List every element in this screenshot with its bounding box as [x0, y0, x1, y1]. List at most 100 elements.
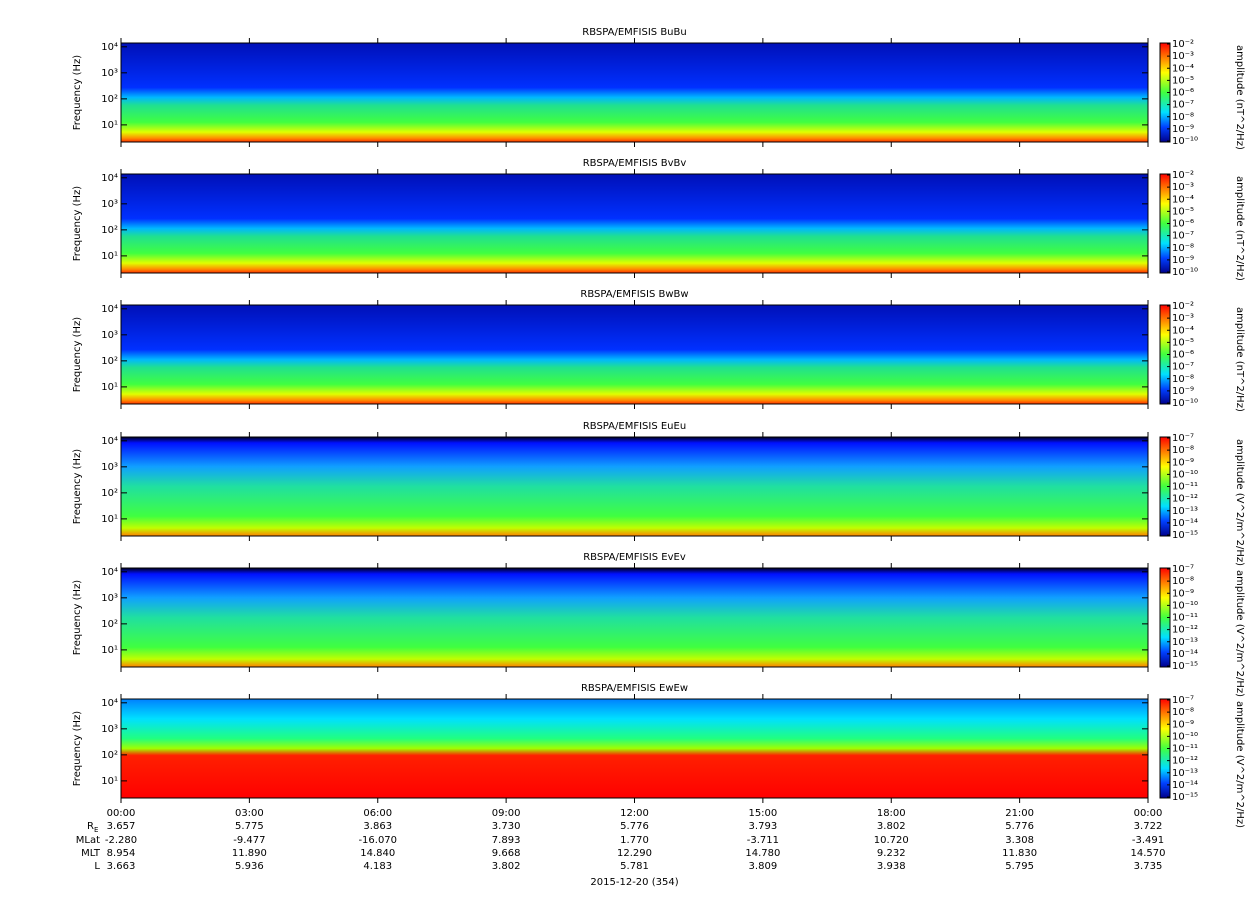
spectrogram-image — [121, 437, 1148, 536]
ephemeris-label: L — [94, 861, 100, 872]
colorbar-tick-label: 10⁻⁴ — [1172, 194, 1194, 205]
colorbar-tick-label: 10⁻¹³ — [1172, 506, 1198, 517]
panel-title: RBSPA/EMFISIS EuEu — [583, 421, 686, 432]
y-tick-label: 10⁴ — [101, 42, 118, 53]
y-tick-label: 10² — [101, 225, 118, 236]
colorbar-label: amplitude (nT^2/Hz) — [1234, 176, 1245, 281]
colorbar-tick-label: 10⁻⁹ — [1172, 386, 1194, 397]
y-tick-label: 10³ — [101, 724, 118, 735]
ephemeris-value: 1.770 — [620, 835, 649, 846]
x-tick-label: 00:00 — [1134, 808, 1163, 819]
colorbar-tick-label: 10⁻¹¹ — [1172, 613, 1198, 624]
colorbar-label: amplitude (nT^2/Hz) — [1234, 45, 1245, 150]
colorbar-tick-label: 10⁻¹⁰ — [1172, 731, 1198, 742]
colorbar-tick-label: 10⁻⁵ — [1172, 206, 1194, 217]
colorbar-label: amplitude (V^2/m^2/Hz) — [1234, 701, 1245, 828]
ephemeris-value: 3.863 — [363, 821, 392, 832]
ephemeris-value: -3.491 — [1132, 835, 1164, 846]
colorbar-tick-label: 10⁻⁷ — [1172, 231, 1194, 242]
ephemeris-value: -9.477 — [233, 835, 265, 846]
ephemeris-value: 3.657 — [107, 821, 136, 832]
y-axis-label: Frequency (Hz) — [72, 580, 83, 656]
y-tick-label: 10² — [101, 619, 118, 630]
y-axis-label: Frequency (Hz) — [72, 55, 83, 131]
colorbar-tick-label: 10⁻¹⁰ — [1172, 136, 1198, 147]
ephemeris-value: 14.570 — [1131, 848, 1166, 859]
ephemeris-value: 9.232 — [877, 848, 906, 859]
colorbar-tick-label: 10⁻⁴ — [1172, 325, 1194, 336]
x-tick-label: 00:00 — [107, 808, 136, 819]
y-tick-label: 10³ — [101, 330, 118, 341]
colorbar-tick-label: 10⁻¹⁴ — [1172, 649, 1198, 660]
colorbar-tick-label: 10⁻⁷ — [1172, 362, 1194, 373]
y-tick-label: 10¹ — [101, 120, 118, 131]
ephemeris-value: 5.795 — [1005, 861, 1034, 872]
y-axis-label: Frequency (Hz) — [72, 711, 83, 787]
y-axis-label: Frequency (Hz) — [72, 317, 83, 393]
colorbar-tick-label: 10⁻¹⁴ — [1172, 780, 1198, 791]
y-tick-label: 10² — [101, 750, 118, 761]
colorbar-tick-label: 10⁻³ — [1172, 313, 1194, 324]
ephemeris-label-sub: E — [94, 826, 98, 834]
colorbar-tick-label: 10⁻³ — [1172, 182, 1194, 193]
colorbar-tick-label: 10⁻¹² — [1172, 625, 1198, 636]
y-tick-label: 10¹ — [101, 382, 118, 393]
colorbar-tick-label: 10⁻⁸ — [1172, 112, 1194, 123]
spectrogram-image — [121, 568, 1148, 667]
colorbar — [1160, 568, 1170, 667]
colorbar-tick-label: 10⁻⁸ — [1172, 445, 1194, 456]
panel-title: RBSPA/EMFISIS BvBv — [583, 158, 687, 169]
ephemeris-value: 5.775 — [235, 821, 264, 832]
ephemeris-value: 5.776 — [620, 821, 649, 832]
y-tick-label: 10³ — [101, 199, 118, 210]
ephemeris-value: 11.890 — [232, 848, 267, 859]
colorbar-tick-label: 10⁻⁵ — [1172, 337, 1194, 348]
colorbar-tick-label: 10⁻⁹ — [1172, 588, 1194, 599]
colorbar-tick-label: 10⁻² — [1172, 39, 1194, 50]
y-axis-label: Frequency (Hz) — [72, 449, 83, 525]
colorbar-tick-label: 10⁻⁹ — [1172, 255, 1194, 266]
x-tick-label: 18:00 — [877, 808, 906, 819]
ephemeris-value: 11.830 — [1002, 848, 1037, 859]
colorbar-tick-label: 10⁻¹⁴ — [1172, 518, 1198, 529]
colorbar-tick-label: 10⁻¹² — [1172, 494, 1198, 505]
y-tick-label: 10³ — [101, 68, 118, 79]
colorbar-tick-label: 10⁻³ — [1172, 51, 1194, 62]
colorbar-tick-label: 10⁻² — [1172, 170, 1194, 181]
ephemeris-value: 10.720 — [874, 835, 909, 846]
colorbar-label: amplitude (V^2/m^2/Hz) — [1234, 439, 1245, 566]
ephemeris-value: 3.308 — [1005, 835, 1034, 846]
colorbar-tick-label: 10⁻¹⁵ — [1172, 792, 1198, 803]
ephemeris-value: 7.893 — [492, 835, 521, 846]
colorbar-tick-label: 10⁻⁹ — [1172, 124, 1194, 135]
y-tick-label: 10¹ — [101, 251, 118, 262]
colorbar — [1160, 43, 1170, 142]
colorbar-tick-label: 10⁻¹⁰ — [1172, 600, 1198, 611]
ephemeris-label: MLat — [76, 835, 100, 846]
ephemeris-value: 3.722 — [1134, 821, 1163, 832]
colorbar-tick-label: 10⁻⁸ — [1172, 707, 1194, 718]
colorbar-tick-label: 10⁻¹² — [1172, 756, 1198, 767]
ephemeris-value: 3.730 — [492, 821, 521, 832]
panel-title: RBSPA/EMFISIS EwEw — [581, 683, 688, 694]
y-tick-label: 10⁴ — [101, 698, 118, 709]
colorbar-tick-label: 10⁻⁹ — [1172, 457, 1194, 468]
colorbar-tick-label: 10⁻¹³ — [1172, 768, 1198, 779]
ephemeris-value: 3.802 — [492, 861, 521, 872]
colorbar-tick-label: 10⁻¹³ — [1172, 637, 1198, 648]
ephemeris-value: 12.290 — [617, 848, 652, 859]
ephemeris-value: 4.183 — [363, 861, 392, 872]
ephemeris-value: 3.938 — [877, 861, 906, 872]
y-tick-label: 10¹ — [101, 776, 118, 787]
ephemeris-value: 3.809 — [749, 861, 778, 872]
colorbar-tick-label: 10⁻⁴ — [1172, 63, 1194, 74]
panel-title: RBSPA/EMFISIS EvEv — [583, 552, 686, 563]
spectrogram-image — [121, 174, 1148, 273]
colorbar-tick-label: 10⁻¹⁵ — [1172, 530, 1198, 541]
y-tick-label: 10¹ — [101, 514, 118, 525]
colorbar-label: amplitude (nT^2/Hz) — [1234, 307, 1245, 412]
colorbar-tick-label: 10⁻¹¹ — [1172, 482, 1198, 493]
colorbar-label: amplitude (V^2/m^2/Hz) — [1234, 570, 1245, 697]
x-tick-label: 06:00 — [363, 808, 392, 819]
colorbar-tick-label: 10⁻⁸ — [1172, 374, 1194, 385]
